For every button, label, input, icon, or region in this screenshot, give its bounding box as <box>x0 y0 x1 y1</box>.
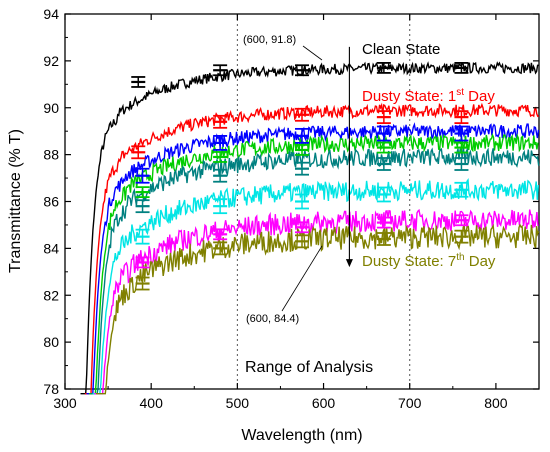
y-tick-label-84: 84 <box>43 240 59 256</box>
errorbar-2-2 <box>295 127 309 144</box>
x-tick-label-600: 600 <box>312 395 336 411</box>
errorbar-5-0 <box>135 228 150 245</box>
errorbar-4-4 <box>454 157 469 171</box>
clean-point-label: (600, 91.8) <box>243 34 296 46</box>
dusty-1-day: Day <box>464 88 495 105</box>
dusty-state-7th-label: Dusty State: 7th Day <box>362 252 496 270</box>
x-tick-label-400: 400 <box>140 395 164 411</box>
dusty-1-text: Dusty State: 1 <box>362 88 456 105</box>
errorbar-6-4 <box>454 214 469 227</box>
y-axis-ticks: 78 80 82 84 86 88 90 92 94 <box>43 6 539 397</box>
dusty-7-day: Day <box>465 253 496 270</box>
y-tick-label-78: 78 <box>43 381 59 397</box>
errorbar-4-2 <box>295 161 309 176</box>
series-line-1 <box>84 102 540 395</box>
errorbar-2-1 <box>213 135 228 151</box>
dusty-state-1st-label: Dusty State: 1st Day <box>362 87 495 105</box>
errorbar-3-3 <box>376 141 391 154</box>
errorbar-3-0 <box>135 186 150 199</box>
errorbar-0-4 <box>454 62 469 74</box>
series-group <box>80 61 540 395</box>
series-line-5 <box>92 178 539 395</box>
errorbar-6-0 <box>135 256 150 269</box>
errorbar-1-0 <box>131 145 146 160</box>
x-tick-label-700: 700 <box>398 395 422 411</box>
errorbar-7-0 <box>135 276 150 291</box>
errorbar-4-1 <box>213 168 228 183</box>
x-tick-label-500: 500 <box>226 395 250 411</box>
clean-point-leader <box>302 45 323 61</box>
errorbar-5-1 <box>213 198 228 215</box>
dusty-7-sup: th <box>456 252 464 263</box>
errorbar-0-2 <box>295 64 309 77</box>
errorbar-2-3 <box>376 125 391 142</box>
errorbar-3-2 <box>295 144 309 156</box>
errorbar-6-2 <box>295 221 309 234</box>
errorbar-7-3 <box>376 232 391 246</box>
errorbar-6-1 <box>213 228 228 241</box>
errorbar-1-4 <box>454 110 469 125</box>
errorbar-0-0 <box>131 76 146 88</box>
y-axis-label: Transmittance (% T) <box>7 129 24 273</box>
errorbar-1-1 <box>213 114 228 129</box>
y-tick-label-94: 94 <box>43 6 59 22</box>
dust-trend-arrow-head <box>345 259 353 268</box>
errorbar-group <box>131 62 469 291</box>
y-tick-label-90: 90 <box>43 100 59 116</box>
errorbar-0-3 <box>376 62 391 74</box>
series-line-0 <box>80 61 539 395</box>
x-axis-ticks: 300 400 500 600 700 800 <box>53 14 508 411</box>
dusty-point-label: (600, 84.4) <box>246 313 299 325</box>
errorbar-2-4 <box>454 125 469 142</box>
series-line-7 <box>96 223 540 395</box>
errorbar-1-2 <box>295 107 309 122</box>
errorbar-3-1 <box>213 151 228 163</box>
errorbar-7-1 <box>213 241 228 256</box>
errorbar-7-2 <box>295 234 309 249</box>
dusty-point-leader <box>281 245 323 312</box>
y-tick-label-86: 86 <box>43 194 59 210</box>
errorbar-4-3 <box>376 157 391 171</box>
errorbar-2-0 <box>135 167 150 184</box>
y-tick-label-82: 82 <box>43 287 59 303</box>
x-axis-label: Wavelength (nm) <box>241 427 362 444</box>
errorbar-5-4 <box>454 181 469 198</box>
errorbar-5-2 <box>295 193 309 210</box>
errorbar-0-1 <box>213 64 228 77</box>
range-of-analysis-label: Range of Analysis <box>245 359 373 376</box>
errorbar-4-0 <box>135 199 150 214</box>
y-tick-label-92: 92 <box>43 53 59 69</box>
x-tick-label-300: 300 <box>53 395 77 411</box>
errorbar-7-4 <box>454 229 469 244</box>
errorbar-6-3 <box>376 216 391 229</box>
dusty-7-text: Dusty State: 7 <box>362 253 456 270</box>
errorbar-5-3 <box>376 186 391 203</box>
x-tick-label-800: 800 <box>484 395 508 411</box>
series-line-4 <box>90 146 540 395</box>
dusty-1-sup: st <box>456 87 464 98</box>
errorbar-3-4 <box>454 141 469 154</box>
clean-state-label: Clean State <box>362 41 440 58</box>
errorbar-1-3 <box>376 110 391 125</box>
y-tick-label-80: 80 <box>43 334 59 350</box>
y-tick-label-88: 88 <box>43 147 59 163</box>
